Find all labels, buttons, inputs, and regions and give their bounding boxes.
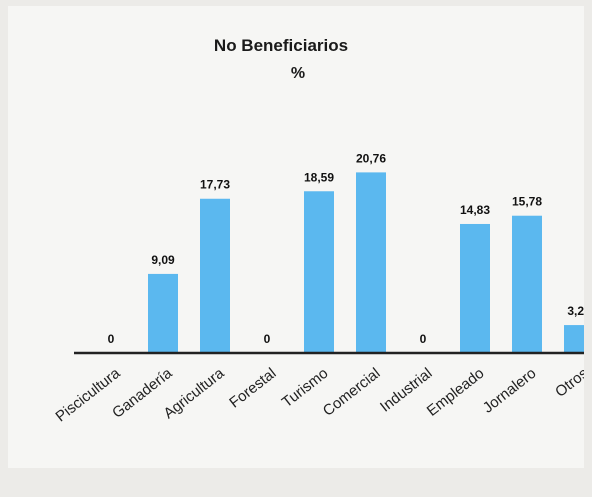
bar-turismo [304,191,334,353]
x-tick-labels-group: PisciculturaGanaderíaAgriculturaForestal… [53,364,584,425]
data-label-otros: 3,21 [567,304,584,318]
chart-frame: No Beneficiarios % 0 9,09 17,73 0 18,59 20,76… [8,6,584,468]
data-label-empleado: 14,83 [460,203,490,217]
x-tick-label-comercial: Comercial [320,365,384,420]
bar-ganadería [148,273,178,353]
data-label-forestal: 0 [264,332,271,346]
chart-subtitle: % [291,65,305,82]
bar-otros [564,325,584,353]
x-tick-label-empleado: Empleado [424,365,488,420]
data-label-industrial: 0 [420,332,427,346]
chart-title: No Beneficiarios [214,36,348,55]
bar-comercial [356,172,386,353]
data-label-piscicultura: 0 [108,332,115,346]
x-tick-label-forestal: Forestal [226,365,279,412]
bar-agricultura [200,198,230,353]
x-tick-label-jornalero: Jornalero [480,365,540,417]
bar-chart: No Beneficiarios % 0 9,09 17,73 0 18,59 20,76… [53,36,584,425]
x-tick-label-piscicultura: Piscicultura [53,364,124,425]
x-tick-label-otros: Otros [552,365,584,401]
data-label-agricultura: 17,73 [200,178,230,192]
data-label-comercial: 20,76 [356,151,386,165]
bar-empleado [460,223,490,353]
data-labels-group: 0 9,09 17,73 0 18,59 20,76 0 14,83 15,78 3,21 [108,151,584,346]
data-label-jornalero: 15,78 [512,195,542,209]
data-label-ganadería: 9,09 [151,253,175,267]
data-label-turismo: 18,59 [304,170,334,184]
bars-group [148,172,584,353]
bar-jornalero [512,215,542,353]
